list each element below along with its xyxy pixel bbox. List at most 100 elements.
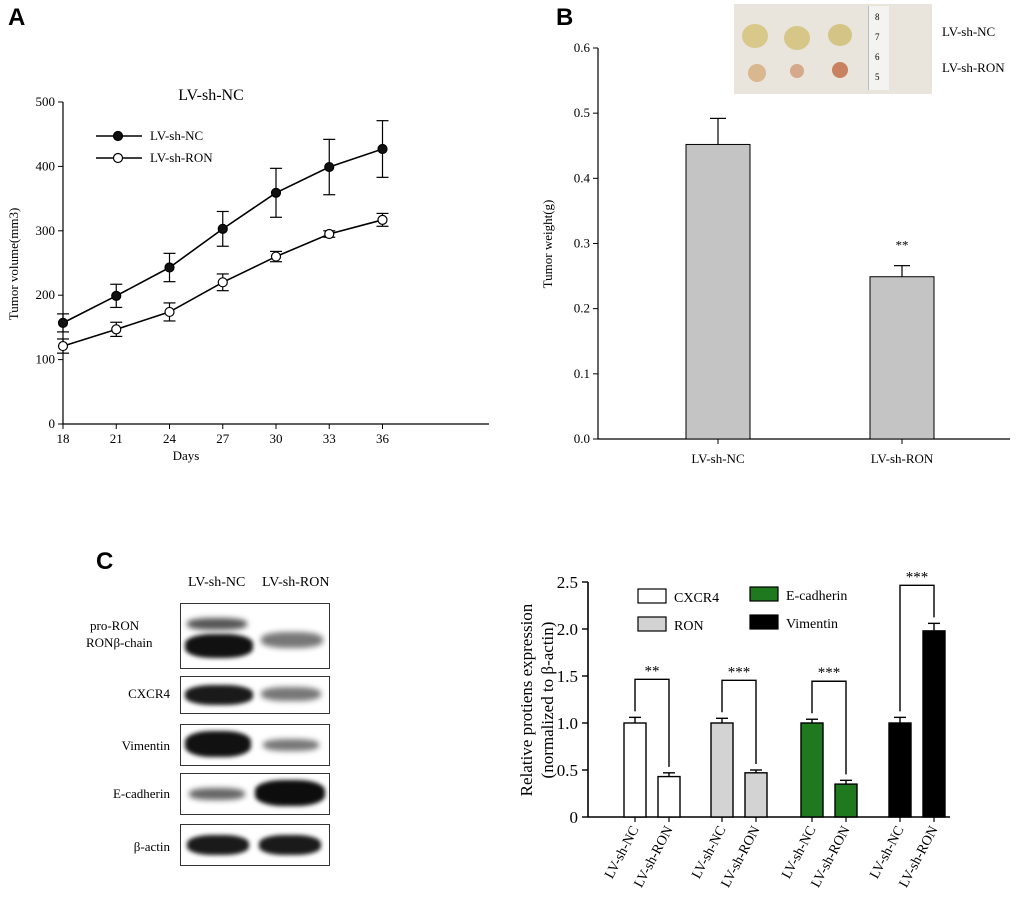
bar — [744, 772, 768, 818]
tumor-ron-1 — [748, 64, 766, 82]
blot-cxcr4 — [180, 676, 330, 714]
data-point — [324, 228, 335, 240]
bar — [685, 143, 751, 440]
data-point — [164, 262, 175, 273]
legend-label: CXCR4 — [674, 591, 719, 606]
y-tick-label: 0.6 — [574, 40, 591, 55]
y-axis-label: Tumor volume(mm3) — [6, 208, 21, 321]
blot-band — [261, 632, 323, 648]
data-point — [217, 277, 228, 288]
blot-band — [185, 685, 253, 705]
blot-label-e-cadherin: E-cadherin — [112, 786, 170, 801]
x-tick-label: LV-sh-RON — [871, 451, 934, 466]
photo-label-ron: LV-sh-RON — [942, 60, 1005, 75]
x-tick-label: 21 — [110, 431, 123, 446]
data-point — [270, 187, 282, 198]
blot-band — [185, 731, 251, 757]
blot-band — [189, 788, 245, 800]
ruler: 8 7 6 5 — [868, 6, 889, 90]
y-tick-label: 2.0 — [557, 620, 578, 639]
blot-band — [261, 687, 321, 701]
blot-beta-actin — [180, 824, 330, 866]
significance-label: ** — [896, 238, 909, 253]
ruler-number: 8 — [875, 12, 880, 22]
legend-swatch — [637, 588, 667, 604]
blot-vimentin — [180, 724, 330, 766]
blot-label-cxcr4: CXCR4 — [128, 686, 170, 701]
y-axis-label-2: (normalized to β-actin) — [538, 622, 557, 779]
blot-band — [263, 739, 319, 751]
legend-swatch — [749, 586, 779, 602]
y-tick-label: 1.0 — [557, 714, 578, 733]
blot-band — [187, 618, 247, 630]
y-tick-label: 0 — [570, 808, 579, 827]
bar — [800, 722, 824, 818]
blot-label-pro-ron: pro-RON — [90, 618, 140, 633]
bar — [869, 276, 935, 440]
significance-label: *** — [818, 665, 841, 681]
tumor-ron-3 — [832, 62, 848, 78]
data-point — [324, 161, 335, 173]
data-point — [377, 143, 388, 155]
bar — [888, 722, 912, 818]
x-tick-label: 33 — [323, 431, 336, 446]
y-tick-label: 1.5 — [557, 667, 578, 686]
y-tick-label: 400 — [36, 158, 56, 173]
blot-label-vimentin: Vimentin — [121, 738, 170, 753]
data-point — [111, 290, 122, 301]
blot-label-beta-actin: β-actin — [133, 839, 170, 854]
data-point — [217, 223, 228, 234]
tumor-nc-3 — [828, 24, 852, 46]
x-tick-label: 18 — [57, 431, 70, 446]
significance-bracket — [634, 678, 670, 767]
y-tick-label: 0.5 — [557, 761, 578, 780]
x-tick-label: 36 — [376, 431, 390, 446]
significance-label: *** — [728, 664, 751, 680]
data-point — [270, 251, 282, 262]
y-tick-label: 0 — [49, 416, 56, 431]
y-tick-label: 300 — [36, 223, 56, 238]
blot-lane-nc: LV-sh-NC — [188, 575, 246, 590]
ruler-number: 7 — [875, 32, 880, 42]
y-tick-label: 0.1 — [574, 366, 590, 381]
data-point — [164, 306, 175, 318]
legend-label: RON — [674, 619, 704, 634]
bar — [834, 783, 858, 818]
blot-label-ron-beta: RONβ-chain — [86, 635, 153, 650]
significance-label: *** — [906, 569, 929, 585]
tumor-nc-1 — [742, 24, 768, 48]
legend-label: LV-sh-RON — [150, 150, 213, 165]
y-tick-label: 2.5 — [557, 573, 578, 592]
legend-label: Vimentin — [786, 617, 838, 632]
y-tick-label: 100 — [36, 352, 56, 367]
tumor-nc-2 — [784, 26, 810, 50]
y-tick-label: 500 — [36, 94, 56, 109]
tumor-ron-2 — [790, 64, 804, 78]
y-tick-label: 0.2 — [574, 301, 590, 316]
blot-lane-ron: LV-sh-RON — [262, 575, 330, 590]
ruler-number: 5 — [875, 72, 880, 82]
data-point — [111, 324, 122, 335]
legend-swatch — [637, 616, 667, 632]
blot-band — [185, 634, 253, 658]
blot-band — [255, 780, 325, 806]
legend-marker — [112, 130, 124, 142]
data-point — [57, 340, 69, 352]
data-point — [377, 214, 388, 225]
x-tick-label: LV-sh-NC — [691, 451, 744, 466]
y-tick-label: 0.4 — [574, 170, 591, 185]
legend-label: E-cadherin — [786, 589, 847, 604]
bar — [710, 722, 734, 818]
y-tick-label: 0.5 — [574, 105, 590, 120]
x-tick-label: 24 — [163, 431, 177, 446]
tumor-photo — [734, 4, 932, 94]
y-tick-label: 0.3 — [574, 236, 590, 251]
legend-swatch — [749, 614, 779, 630]
significance-bracket — [811, 680, 847, 775]
chart-title: LV-sh-NC — [178, 87, 244, 104]
x-tick-label: 27 — [216, 431, 230, 446]
y-tick-label: 0.0 — [574, 431, 590, 446]
blot-e-cadherin — [180, 773, 330, 815]
significance-bracket — [899, 584, 935, 712]
